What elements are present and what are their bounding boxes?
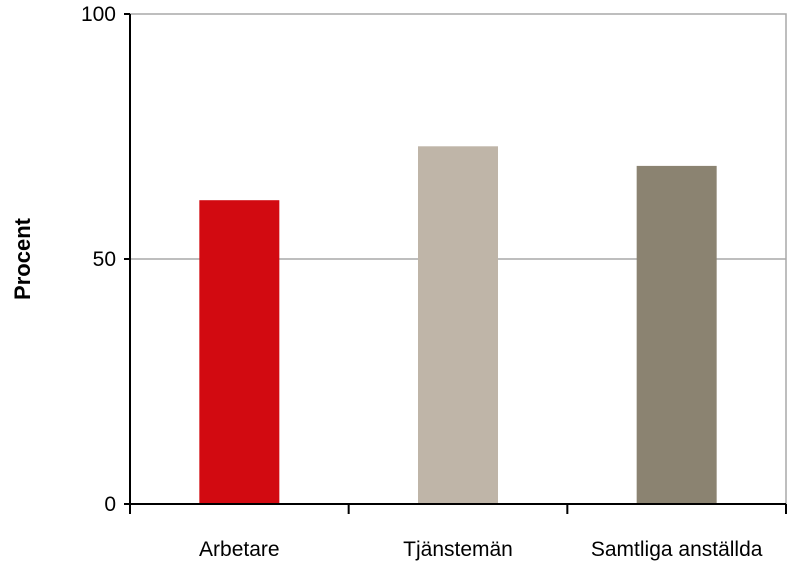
x-tick-label: Tjänstemän <box>403 538 513 561</box>
bar-tj-nstem-n <box>418 146 498 505</box>
y-axis-title: Procent <box>10 217 35 300</box>
y-tick-label: 0 <box>104 493 116 516</box>
x-tick-label: Arbetare <box>199 538 280 561</box>
bars <box>199 146 717 505</box>
y-tick-label: 50 <box>93 248 116 271</box>
y-tick-label: 100 <box>81 3 116 26</box>
bar-arbetare <box>199 200 280 504</box>
x-tick-label: Samtliga anställda <box>591 538 763 561</box>
x-ticks: Arbetare Tjänstemän Samtliga anställda <box>129 504 787 561</box>
bar-samtliga-anst-llda <box>636 165 717 504</box>
y-ticks: 0 50 100 <box>81 3 130 516</box>
